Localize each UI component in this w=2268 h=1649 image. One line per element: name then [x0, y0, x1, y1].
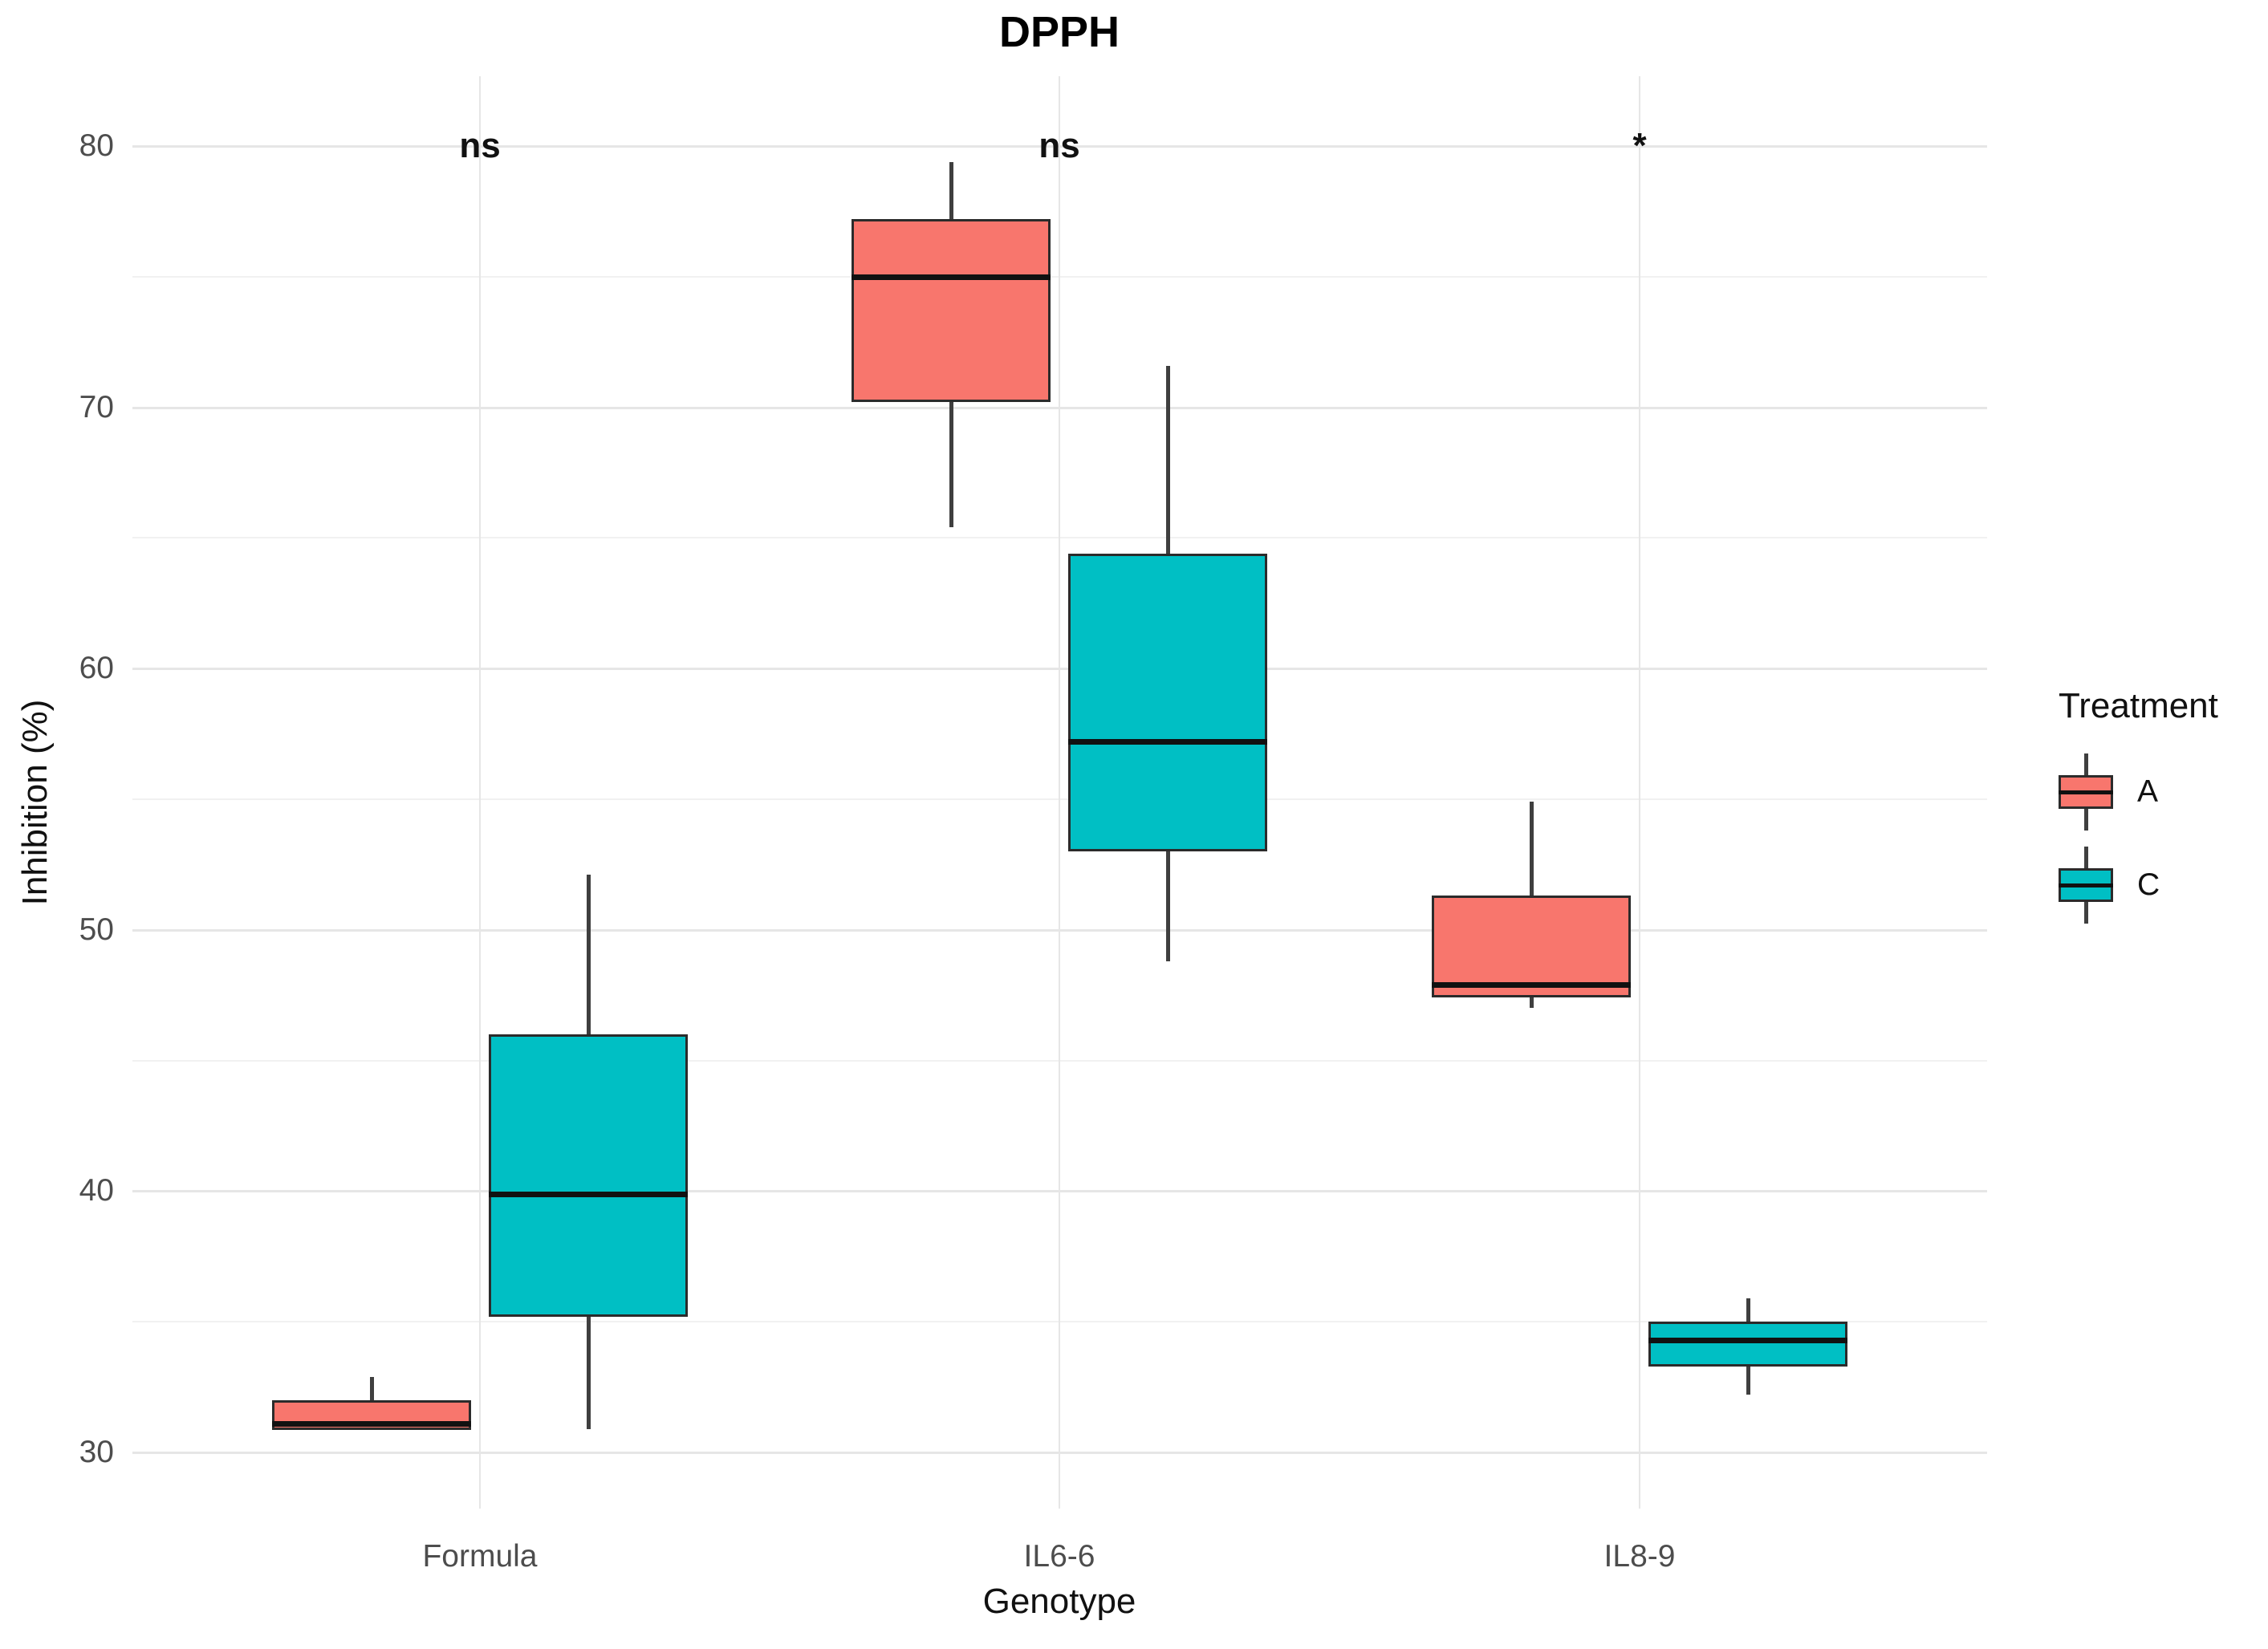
whisker-upper-il6-6-c [1166, 365, 1170, 554]
median-formula-a [272, 1421, 471, 1428]
whisker-upper-il6-6-a [949, 161, 953, 220]
box-il8-9-c [1648, 1322, 1847, 1367]
median-formula-c [489, 1191, 688, 1197]
gridline-x-il6-6 [1059, 76, 1060, 1509]
x-tick-label: Formula [422, 1539, 538, 1574]
y-tick-label: 80 [79, 128, 114, 163]
legend-label-c: C [2137, 867, 2160, 902]
x-tick-label: IL8-9 [1603, 1539, 1676, 1574]
gridline-x-il8-9 [1639, 76, 1640, 1509]
y-tick-label: 60 [79, 651, 114, 686]
whisker-upper-il8-9-a [1530, 802, 1534, 896]
median-il6-6-c [1068, 739, 1267, 745]
y-axis-title: Inhibition (%) [15, 699, 55, 906]
legend: Treatment A C [2059, 686, 2267, 940]
whisker-lower-formula-c [587, 1316, 591, 1429]
box-formula-c [489, 1034, 688, 1317]
significance-label-il6-6: ns [1038, 126, 1080, 165]
boxplot-glyph-icon [2059, 847, 2113, 924]
boxplot-glyph-icon [2059, 753, 2113, 831]
y-tick-label: 50 [79, 912, 114, 947]
whisker-lower-il6-6-a [949, 402, 953, 528]
legend-key-a: A [2059, 753, 2267, 831]
whisker-upper-formula-a [370, 1376, 374, 1400]
legend-key-c: C [2059, 847, 2267, 924]
significance-label-formula: ns [459, 126, 501, 165]
median-il8-9-a [1432, 982, 1631, 989]
legend-label-a: A [2137, 774, 2159, 809]
whisker-lower-il8-9-c [1746, 1366, 1750, 1395]
whisker-lower-il8-9-a [1530, 997, 1534, 1009]
legend-title: Treatment [2059, 686, 2218, 725]
whisker-upper-il8-9-c [1746, 1298, 1750, 1322]
glyph-median [2059, 883, 2113, 887]
median-il8-9-c [1648, 1337, 1847, 1343]
box-il8-9-a [1432, 896, 1631, 998]
gridline-x-formula [479, 76, 481, 1509]
box-il6-6-a [852, 219, 1051, 403]
y-tick-label: 40 [79, 1173, 114, 1208]
significance-label-il8-9: * [1632, 126, 1647, 165]
y-tick-label: 70 [79, 389, 114, 424]
whisker-upper-formula-c [587, 875, 591, 1035]
whisker-lower-il6-6-c [1166, 851, 1170, 961]
y-tick-label: 30 [79, 1435, 114, 1469]
median-il6-6-a [852, 274, 1051, 280]
x-axis-title: Genotype [982, 1582, 1136, 1621]
chart-title: DPPH [998, 8, 1120, 56]
glyph-median [2059, 790, 2113, 794]
x-tick-label: IL6-6 [1023, 1539, 1095, 1574]
box-il6-6-c [1068, 553, 1267, 852]
